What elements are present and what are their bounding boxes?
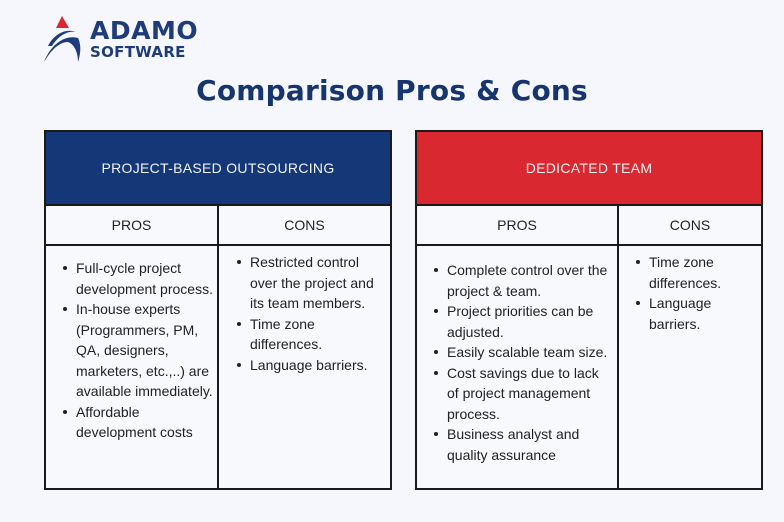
list-item: Business analyst and quality assurance [434,424,613,465]
dedicated-team-table: DEDICATED TEAM PROS CONS Complete contro… [415,130,763,490]
list-item: Restricted control over the project and … [237,252,386,314]
cons-column-header: CONS [619,206,761,246]
list-item: Time zone differences. [636,252,757,293]
cons-cell: Time zone differences. Language barriers… [619,246,761,488]
list-item: Full-cycle project development process. [63,258,213,299]
list-item: Project priorities can be adjusted. [434,301,613,342]
list-item: In-house experts (Programmers, PM, QA, d… [63,299,213,402]
table-header: PROJECT-BASED OUTSOURCING [46,132,390,206]
list-item: Time zone differences. [237,314,386,355]
cons-cell: Restricted control over the project and … [219,246,390,488]
pros-column-header: PROS [417,206,619,246]
list-item: Language barriers. [237,355,386,376]
list-item: Cost savings due to lack of project mana… [434,363,613,425]
list-item: Affordable development costs [63,402,213,443]
cons-list: Time zone differences. Language barriers… [619,252,757,334]
list-item: Complete control over the project & team… [434,260,613,301]
list-item: Language barriers. [636,293,757,334]
brand-subname: SOFTWARE [90,43,186,61]
cons-column-header: CONS [219,206,390,246]
brand-name: ADAMO [90,16,199,45]
page-title: Comparison Pros & Cons [196,74,588,107]
adamo-sail-logo-icon [44,16,81,62]
pros-column-header: PROS [46,206,219,246]
pros-list: Full-cycle project development process. … [46,252,213,443]
project-based-outsourcing-table: PROJECT-BASED OUTSOURCING PROS CONS Full… [44,130,392,490]
cons-list: Restricted control over the project and … [219,252,386,375]
brand-logo: ADAMO SOFTWARE [42,14,198,64]
pros-cell: Full-cycle project development process. … [46,246,219,488]
pros-cell: Complete control over the project & team… [417,246,619,488]
table-header: DEDICATED TEAM [417,132,761,206]
list-item: Easily scalable team size. [434,342,613,363]
pros-list: Complete control over the project & team… [417,252,613,465]
